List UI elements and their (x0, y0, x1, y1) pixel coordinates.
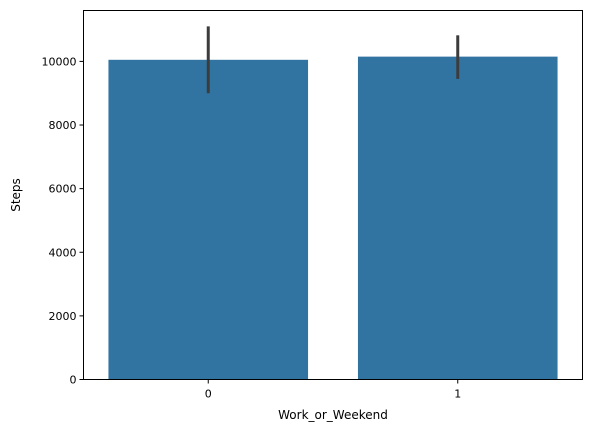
error-bars-layer (206, 26, 460, 94)
y-tick-label: 6000 (49, 183, 77, 196)
x-tick-label: 0 (205, 388, 212, 401)
y-tick-label: 4000 (49, 246, 77, 259)
y-axis-label: Steps (9, 178, 23, 212)
x-tick-label: 1 (454, 388, 461, 401)
bar-1 (357, 56, 558, 380)
y-tick-label: 10000 (42, 55, 77, 68)
x-axis-label: Work_or_Weekend (278, 408, 388, 422)
bar-0 (108, 59, 309, 380)
bars-layer (108, 56, 558, 380)
y-tick-label: 2000 (49, 310, 77, 323)
y-tick-label: 8000 (49, 119, 77, 132)
y-ticks-layer: 0 2000 4000 6000 8000 10000 (42, 55, 84, 387)
y-tick-label: 0 (70, 374, 77, 387)
axes-layer (83, 10, 583, 380)
plot-frame (83, 10, 583, 380)
